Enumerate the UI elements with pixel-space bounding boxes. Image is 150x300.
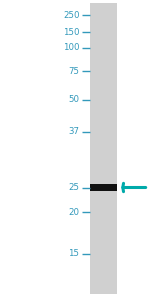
Text: 37: 37 xyxy=(69,128,80,136)
Text: 100: 100 xyxy=(63,44,80,52)
Bar xyxy=(90,3,117,294)
Text: 50: 50 xyxy=(69,95,80,104)
Text: 150: 150 xyxy=(63,28,80,37)
Text: 15: 15 xyxy=(69,249,80,258)
Text: 250: 250 xyxy=(63,11,80,20)
Text: 20: 20 xyxy=(69,208,80,217)
Text: 25: 25 xyxy=(69,183,80,192)
Bar xyxy=(90,184,117,191)
Text: 75: 75 xyxy=(69,67,80,76)
